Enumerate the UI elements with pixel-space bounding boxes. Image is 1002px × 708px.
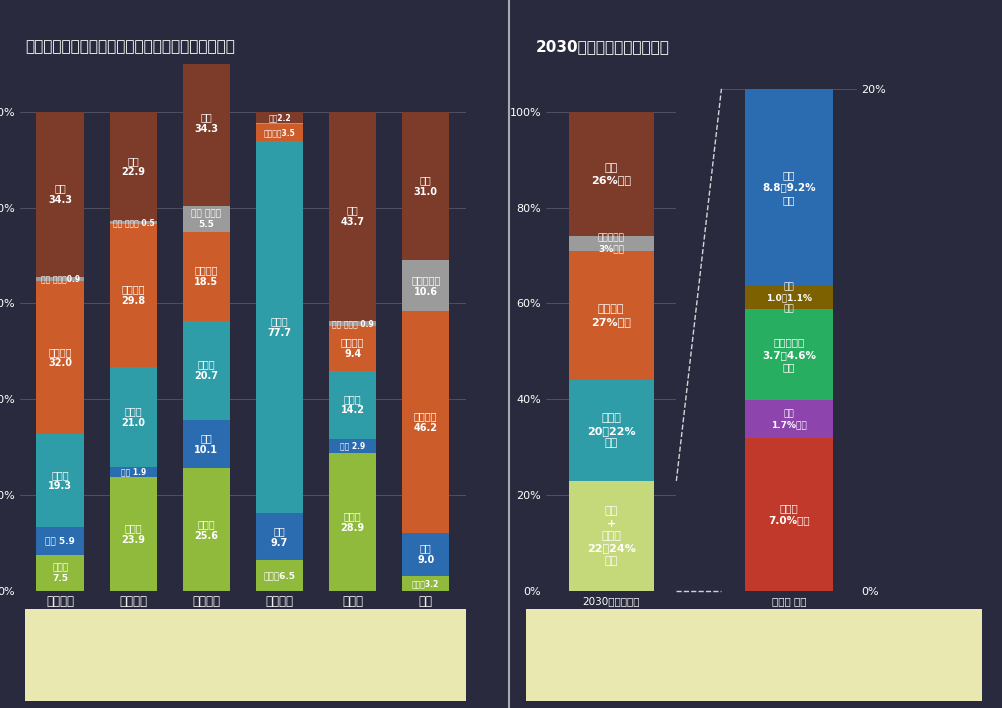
- Text: 石炭
26%程度: 石炭 26%程度: [591, 163, 631, 185]
- Text: 再エネ
23.9: 再エネ 23.9: [121, 523, 145, 544]
- Bar: [109, 476, 157, 591]
- Bar: [109, 367, 157, 467]
- Bar: [256, 141, 304, 513]
- Bar: [745, 400, 833, 438]
- Bar: [182, 41, 230, 205]
- Bar: [36, 112, 84, 277]
- Text: 風力
1.7%程度: 風力 1.7%程度: [772, 409, 807, 429]
- Text: 石油 その他0.9: 石油 その他0.9: [41, 274, 80, 283]
- Text: 2030年度の日本の電源構成: 2030年度の日本の電源構成: [536, 39, 670, 54]
- Bar: [182, 420, 230, 469]
- Bar: [329, 326, 377, 370]
- Text: 再エネ6.5: 再エネ6.5: [264, 571, 296, 580]
- Bar: [329, 370, 377, 439]
- Text: 再エネ
7.5: 再エネ 7.5: [52, 564, 68, 583]
- Bar: [109, 467, 157, 476]
- Bar: [745, 309, 833, 400]
- Text: 石炭2.2: 石炭2.2: [269, 113, 291, 122]
- Bar: [329, 452, 377, 591]
- Text: 地熱
1.0〜1.1%
程度: 地熱 1.0〜1.1% 程度: [767, 282, 812, 314]
- Text: 石油 その他
5.5: 石油 その他 5.5: [191, 209, 221, 229]
- Bar: [36, 281, 84, 435]
- Bar: [256, 513, 304, 560]
- Text: 太陽光
7.0%程度: 太陽光 7.0%程度: [769, 503, 810, 525]
- Bar: [329, 321, 377, 326]
- Text: （2014 年）: （2014 年）: [146, 671, 214, 685]
- Bar: [256, 560, 304, 591]
- Bar: [569, 112, 653, 236]
- Bar: [569, 236, 653, 251]
- Text: 10,650: 10,650: [662, 650, 801, 684]
- Text: 石炭
43.7: 石炭 43.7: [341, 205, 365, 227]
- Bar: [256, 112, 304, 122]
- Bar: [569, 251, 653, 380]
- Bar: [256, 124, 304, 141]
- Text: 原子力
14.2: 原子力 14.2: [341, 394, 365, 416]
- Bar: [402, 112, 450, 261]
- Text: 原子力
20.7: 原子力 20.7: [194, 360, 218, 381]
- Text: 水力 1.9: 水力 1.9: [120, 467, 146, 476]
- Bar: [182, 321, 230, 420]
- Bar: [36, 555, 84, 591]
- Text: 水力 5.9: 水力 5.9: [45, 537, 75, 546]
- Bar: [36, 435, 84, 527]
- Bar: [402, 311, 450, 532]
- Bar: [109, 224, 157, 367]
- Text: 天然ガス3.5: 天然ガス3.5: [264, 128, 296, 137]
- Text: 天然ガス
18.5: 天然ガス 18.5: [194, 266, 218, 287]
- Bar: [36, 277, 84, 281]
- Text: 発電電力量に占める再生可能エネルギー比率の比較: 発電電力量に占める再生可能エネルギー比率の比較: [25, 39, 234, 54]
- Text: 日本の再エネ比率: 日本の再エネ比率: [147, 648, 213, 662]
- Text: 総発電電力量: 総発電電力量: [581, 660, 631, 674]
- Text: 石油 その他 0.9: 石油 その他 0.9: [332, 319, 374, 328]
- Text: 再エネ3.2: 再エネ3.2: [412, 579, 439, 588]
- Text: 水力
9.0: 水力 9.0: [417, 544, 434, 565]
- Text: 水力
+
再エネ
22〜24%
程度: 水力 + 再エネ 22〜24% 程度: [587, 506, 635, 566]
- Text: 石油 その他 0.5: 石油 その他 0.5: [112, 218, 154, 227]
- Bar: [569, 380, 653, 481]
- Bar: [182, 469, 230, 591]
- Text: バイオマス
3.7〜4.6%
程度: バイオマス 3.7〜4.6% 程度: [763, 338, 816, 372]
- Text: 原子力
77.7: 原子力 77.7: [268, 316, 292, 338]
- Bar: [109, 222, 157, 224]
- Text: 石炭
34.3: 石炭 34.3: [48, 183, 72, 205]
- Bar: [256, 122, 304, 124]
- Text: 水力
9.7: 水力 9.7: [271, 526, 289, 547]
- Text: 再エネ
28.9: 再エネ 28.9: [341, 511, 365, 532]
- Text: 石油その他
3%程度: 石油その他 3%程度: [598, 234, 624, 253]
- Bar: [109, 112, 157, 222]
- Bar: [402, 261, 450, 311]
- Bar: [182, 205, 230, 232]
- Text: 再エネ
25.6: 再エネ 25.6: [194, 519, 218, 541]
- Text: 水力
8.8〜9.2%
程度: 水力 8.8〜9.2% 程度: [763, 170, 816, 205]
- Text: 天然ガス
46.2: 天然ガス 46.2: [414, 411, 438, 433]
- Text: 12.2: 12.2: [317, 650, 405, 684]
- Text: 天然ガス
27%程度: 天然ガス 27%程度: [591, 304, 631, 326]
- Text: 億 kWh 程度: 億 kWh 程度: [838, 660, 906, 674]
- Text: 天然ガス
29.8: 天然ガス 29.8: [121, 285, 145, 306]
- Text: 水力
10.1: 水力 10.1: [194, 433, 218, 455]
- Bar: [569, 481, 653, 591]
- Text: 水力 2.9: 水力 2.9: [340, 441, 366, 450]
- Text: 原子力
21.0: 原子力 21.0: [121, 406, 145, 428]
- Bar: [36, 527, 84, 555]
- Text: 天然ガス
9.4: 天然ガス 9.4: [341, 337, 365, 359]
- Bar: [402, 576, 450, 591]
- Text: %: %: [414, 655, 438, 679]
- Bar: [182, 232, 230, 321]
- Bar: [402, 532, 450, 576]
- Text: 原子力
20〜22%
程度: 原子力 20〜22% 程度: [587, 413, 635, 448]
- Bar: [745, 286, 833, 309]
- Text: 原子力
19.3: 原子力 19.3: [48, 470, 72, 491]
- Bar: [329, 112, 377, 321]
- Bar: [745, 88, 833, 286]
- Bar: [745, 438, 833, 591]
- Text: 石炭
22.9: 石炭 22.9: [121, 156, 145, 178]
- Bar: [329, 439, 377, 452]
- Text: 石炭
31.0: 石炭 31.0: [414, 175, 438, 197]
- Text: 石油その他
10.6: 石油その他 10.6: [411, 275, 441, 297]
- Text: 天然ガス
32.0: 天然ガス 32.0: [48, 347, 72, 368]
- Text: 石炭
34.3: 石炭 34.3: [194, 113, 218, 135]
